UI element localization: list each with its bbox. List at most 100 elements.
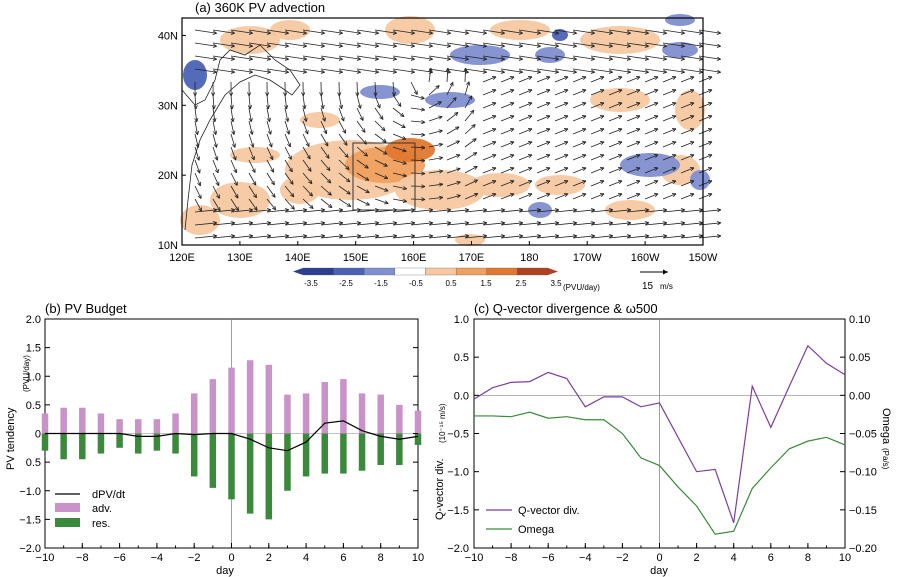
y-left-tick-label: 0.0 [454, 390, 469, 402]
wind-vector [608, 102, 623, 109]
pv-contour-patch [385, 16, 435, 44]
wind-vector [500, 115, 515, 122]
wind-vector-head [635, 154, 641, 159]
wind-vector [464, 55, 487, 60]
wind-vector-head [410, 30, 415, 35]
wind-vector [536, 42, 559, 47]
wind-vector [554, 29, 577, 34]
wind-vector-head [270, 168, 275, 173]
wind-vector-head [671, 128, 677, 133]
wind-vector-head [464, 30, 469, 35]
wind-vector [500, 141, 515, 148]
wind-vector [248, 198, 258, 211]
colorbar-swatch [486, 267, 518, 276]
wind-vector-head [644, 56, 649, 61]
wind-vector-head [545, 154, 551, 159]
pv-contour-patch [535, 175, 585, 195]
wind-vector-head [617, 193, 623, 198]
colorbar-left-cap [293, 268, 303, 275]
wind-vector [266, 68, 289, 73]
wind-vector-head [212, 43, 217, 48]
wind-vector [266, 107, 270, 122]
wind-vector [266, 55, 289, 60]
wind-vector [284, 159, 293, 173]
colorbar-swatch [333, 267, 365, 276]
wind-vector [662, 154, 677, 161]
wind-vector [230, 209, 253, 213]
wind-vector-head [346, 202, 352, 207]
wind-vector-head [308, 179, 313, 185]
wind-vector [626, 128, 641, 135]
wind-vector [248, 94, 251, 109]
wind-vector-head [402, 160, 407, 165]
wind-vector [662, 167, 677, 174]
wind-vector-head [491, 154, 497, 159]
wind-vector-head [365, 189, 370, 194]
wind-vector-head [266, 43, 271, 48]
wind-vector [572, 76, 587, 83]
wind-vector-head [327, 191, 332, 196]
wind-vector [356, 68, 379, 73]
y-tick-label: 1.5 [26, 343, 41, 355]
x-tick-label: 4 [731, 552, 737, 564]
wind-vector [266, 94, 269, 109]
wind-vector [644, 89, 659, 96]
x-tick-label: −4 [151, 552, 164, 564]
wind-vector-head [322, 117, 326, 122]
wind-vector-head [392, 30, 397, 35]
longitude-ticks: 120E 130E 140E 150E 160E 170E 180 170W 160W 150W [169, 241, 718, 264]
wind-vector [608, 115, 623, 122]
wind-vector [698, 128, 713, 135]
y-right-tick-label: −0.15 [849, 505, 877, 517]
wind-vector-head [356, 43, 361, 48]
wind-vector-head [320, 43, 325, 48]
wind-vector [536, 102, 551, 109]
wind-vector-head [194, 117, 199, 123]
legend-qvector-label: Q-vector div. [518, 505, 580, 517]
wind-vector [428, 68, 432, 83]
wind-vector [536, 128, 551, 135]
colorbar-swatch [394, 267, 426, 276]
wind-vector [482, 193, 497, 200]
wind-vector-head [438, 142, 443, 147]
wind-vector-head [384, 187, 389, 192]
wind-vector-head [635, 180, 641, 185]
wind-vector [644, 193, 659, 200]
wind-vector-head [599, 193, 605, 198]
wind-vector [482, 102, 497, 109]
wind-vector-head [662, 43, 667, 48]
wind-vector [500, 167, 515, 174]
wind-vector-head [653, 193, 659, 198]
wind-vector [374, 146, 388, 155]
wind-vector [392, 55, 415, 60]
wind-vector-head [626, 56, 631, 61]
wind-vector [230, 55, 253, 60]
wind-vector [320, 68, 343, 73]
wind-vector-head [195, 143, 200, 148]
pv-contour-patch [535, 47, 565, 63]
wind-vector-head [617, 167, 623, 172]
wind-vector [410, 235, 433, 239]
wind-vector-head [285, 117, 290, 122]
wind-vector [392, 29, 415, 34]
wind-vector-head [290, 205, 295, 210]
wind-vector [446, 97, 457, 109]
wind-vector-head [383, 175, 389, 180]
adv-bar [302, 393, 310, 434]
wind-vector-head [383, 150, 388, 155]
wind-vector [518, 154, 533, 161]
adv-bar [60, 407, 67, 434]
wind-vector-head [500, 30, 505, 35]
res-bar [321, 433, 328, 474]
wind-vector-head [449, 82, 454, 87]
x-tick-label: −10 [36, 552, 55, 564]
res-bar [135, 433, 142, 454]
wind-vector-head [644, 69, 649, 74]
wind-vector-head [271, 193, 276, 198]
wind-vector [248, 209, 271, 213]
wind-vector [518, 102, 533, 109]
wind-vector-head [617, 180, 623, 185]
wind-vector-head [689, 180, 695, 185]
wind-vector [320, 209, 343, 213]
wind-vector-head [339, 104, 344, 109]
